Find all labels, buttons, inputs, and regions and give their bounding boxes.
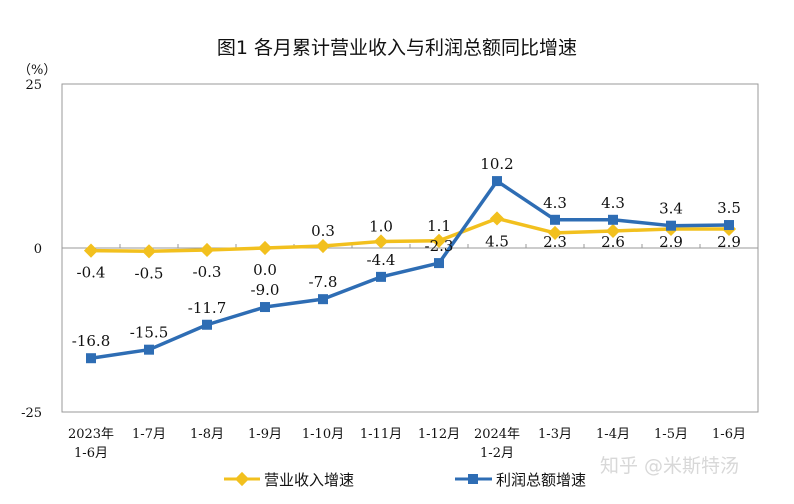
data-point-square bbox=[550, 214, 560, 225]
data-point-diamond bbox=[373, 234, 389, 249]
data-label: -11.7 bbox=[188, 299, 226, 317]
data-label: -9.0 bbox=[251, 281, 280, 299]
data-point-square bbox=[86, 353, 96, 364]
data-point-diamond bbox=[199, 242, 215, 258]
x-tick-label: 1-2月 bbox=[480, 446, 514, 461]
x-tick-label: 1-12月 bbox=[418, 427, 460, 442]
data-point-square bbox=[376, 271, 386, 282]
y-tick-label: 25 bbox=[25, 78, 42, 93]
data-point-diamond bbox=[547, 225, 563, 240]
data-label: -2.3 bbox=[425, 237, 454, 255]
data-point-square bbox=[202, 319, 212, 330]
x-tick-label: 1-9月 bbox=[248, 427, 282, 442]
data-label: -4.4 bbox=[367, 251, 396, 269]
legend-label-profit: 利润总额增速 bbox=[496, 471, 586, 489]
data-point-square bbox=[724, 220, 734, 231]
series-line-1 bbox=[90, 179, 730, 360]
x-tick-label: 1-10月 bbox=[302, 427, 344, 442]
data-label: 0.0 bbox=[253, 261, 277, 279]
data-point-square bbox=[260, 302, 270, 313]
x-tick-label: 1-4月 bbox=[596, 427, 630, 442]
x-tick-label: 1-3月 bbox=[538, 427, 572, 442]
data-label: 2.3 bbox=[543, 233, 567, 251]
data-point-square bbox=[144, 344, 154, 355]
data-point-square bbox=[608, 214, 618, 225]
data-label: 2.6 bbox=[601, 233, 625, 251]
data-label: 4.5 bbox=[485, 232, 509, 250]
data-label: 0.3 bbox=[311, 222, 335, 240]
data-point-diamond bbox=[83, 243, 99, 258]
data-label: 1.1 bbox=[427, 217, 451, 235]
data-label: 3.4 bbox=[659, 200, 683, 218]
y-tick-label: -25 bbox=[21, 406, 42, 421]
x-tick-label: 1-11月 bbox=[360, 427, 402, 442]
data-point-diamond bbox=[257, 240, 273, 256]
data-label: -16.8 bbox=[72, 332, 110, 350]
data-label: 1.0 bbox=[369, 217, 393, 235]
x-tick-label: 2023年 bbox=[68, 427, 114, 442]
legend-marker-square-icon bbox=[468, 474, 478, 484]
data-label: 3.5 bbox=[717, 199, 741, 217]
data-label: -0.5 bbox=[135, 264, 164, 282]
data-point-square bbox=[318, 294, 328, 305]
data-point-diamond bbox=[605, 223, 621, 239]
y-axis-unit: （%） bbox=[18, 63, 56, 78]
watermark: 知乎 @米斯特汤 bbox=[600, 455, 739, 477]
data-label: 4.3 bbox=[543, 194, 567, 212]
legend-marker-diamond-icon bbox=[234, 471, 250, 487]
data-label: 2.9 bbox=[659, 233, 683, 251]
data-point-diamond bbox=[431, 233, 447, 248]
data-label: -7.8 bbox=[309, 273, 338, 291]
data-label: 2.9 bbox=[717, 233, 741, 251]
y-tick-label: 0 bbox=[34, 242, 42, 257]
data-point-diamond bbox=[141, 244, 157, 259]
x-tick-label: 1-8月 bbox=[190, 427, 224, 442]
legend: 营业收入增速 利润总额增速 bbox=[224, 471, 586, 489]
data-point-diamond bbox=[489, 211, 505, 226]
data-label: -0.3 bbox=[193, 263, 222, 281]
series-line-0 bbox=[90, 216, 729, 254]
data-point-square bbox=[666, 220, 676, 231]
x-tick-label: 2024年 bbox=[474, 427, 520, 442]
chart-title: 图1 各月累计营业收入与利润总额同比增速 bbox=[217, 37, 577, 59]
data-label: 4.3 bbox=[601, 194, 625, 212]
x-tick-label: 1-7月 bbox=[132, 427, 166, 442]
data-label: -15.5 bbox=[130, 324, 168, 342]
x-tick-label: 1-5月 bbox=[654, 427, 688, 442]
legend-label-revenue: 营业收入增速 bbox=[264, 471, 354, 489]
data-label: 10.2 bbox=[480, 155, 513, 173]
data-point-square bbox=[492, 176, 502, 187]
data-point-square bbox=[434, 258, 444, 269]
x-tick-label: 1-6月 bbox=[74, 446, 108, 461]
data-label: -0.4 bbox=[77, 264, 106, 282]
data-point-diamond bbox=[315, 238, 331, 254]
x-tick-label: 1-6月 bbox=[712, 427, 746, 442]
